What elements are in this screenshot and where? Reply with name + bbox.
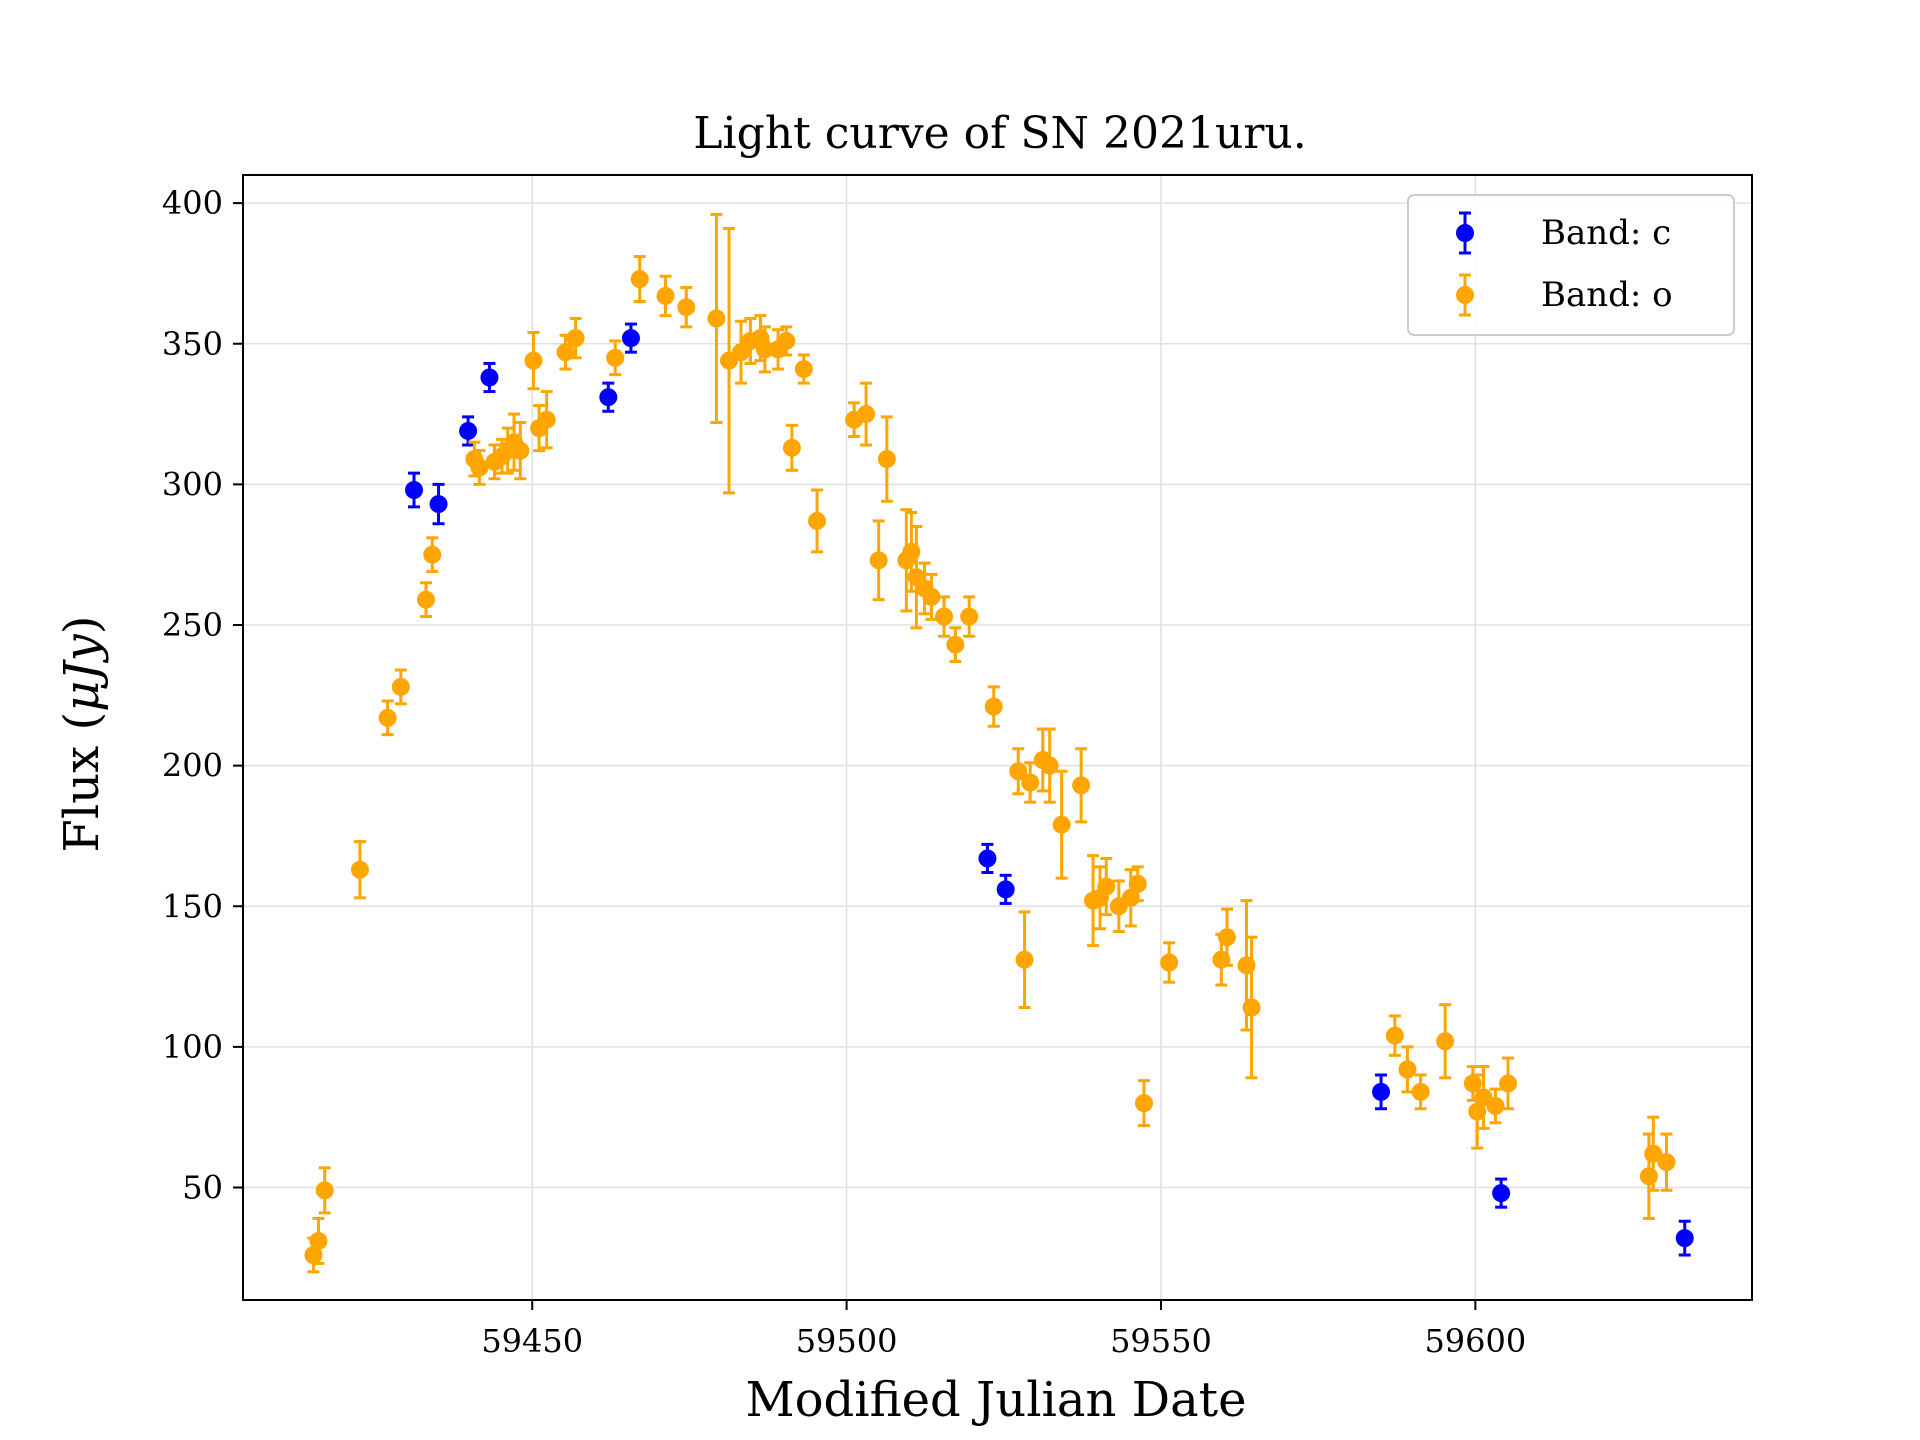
x-tick-label: 59600 — [1424, 1322, 1526, 1360]
data-point — [405, 481, 424, 499]
data-point — [1160, 953, 1179, 972]
series-band-o — [304, 212, 1676, 1274]
data-point — [599, 388, 618, 407]
data-point — [1134, 1094, 1153, 1113]
data-point — [1040, 756, 1059, 775]
data-point — [1385, 1026, 1404, 1045]
data-point — [459, 421, 478, 440]
data-point — [777, 331, 796, 350]
data-point — [978, 849, 997, 868]
legend-item-band-o: Band: o — [1456, 273, 1673, 317]
data-point — [1052, 815, 1071, 834]
data-point — [707, 309, 726, 328]
data-point — [996, 880, 1015, 899]
y-axis-label-unit: μJy — [54, 633, 110, 711]
y-tick-label: 350 — [162, 325, 223, 363]
y-tick-label: 100 — [162, 1028, 223, 1066]
data-point — [566, 329, 585, 348]
data-point — [378, 708, 397, 727]
data-point — [621, 329, 640, 348]
data-point — [794, 360, 813, 379]
data-point — [656, 286, 675, 305]
data-point — [1468, 1102, 1487, 1121]
data-point — [1492, 1184, 1511, 1203]
data-point — [470, 458, 489, 477]
data-point — [946, 635, 965, 654]
y-tick-label: 250 — [162, 606, 223, 644]
data-point — [429, 495, 448, 514]
chart-title: Light curve of SN 2021uru. — [693, 108, 1306, 159]
data-point — [1486, 1096, 1505, 1115]
data-point — [606, 348, 625, 367]
legend: Band: c Band: o — [1407, 194, 1735, 336]
data-point — [1121, 888, 1140, 907]
y-tick-label: 150 — [162, 887, 223, 925]
data-point — [1499, 1074, 1518, 1093]
y-tick-label: 400 — [162, 184, 223, 222]
data-point — [1021, 773, 1040, 792]
data-point — [1398, 1060, 1417, 1079]
data-point — [423, 545, 442, 564]
data-point — [960, 607, 979, 626]
data-point — [1675, 1229, 1694, 1248]
data-point — [630, 270, 649, 289]
data-point — [1436, 1032, 1455, 1051]
data-point — [1217, 928, 1236, 947]
data-point — [984, 697, 1003, 716]
data-point — [1097, 877, 1116, 896]
axis-ticks: 59450 59500 59550 59600 50 100 150 200 250 300 350… — [162, 184, 1526, 1360]
data-point — [935, 607, 954, 626]
data-point — [1644, 1144, 1663, 1163]
legend-item-band-c: Band: c — [1456, 211, 1671, 255]
data-point — [1015, 950, 1034, 969]
legend-label: Band: o — [1541, 275, 1673, 315]
x-tick-label: 59450 — [481, 1322, 583, 1360]
legend-box — [1407, 194, 1735, 336]
data-point — [350, 860, 369, 879]
series-band-c — [405, 322, 1694, 1257]
data-point — [877, 450, 896, 469]
data-point — [782, 438, 801, 457]
y-tick-label: 300 — [162, 465, 223, 503]
data-point — [677, 298, 696, 317]
y-axis-label-close: ) — [54, 616, 110, 635]
data-point — [309, 1231, 328, 1250]
y-tick-label: 200 — [162, 747, 223, 785]
legend-marker — [1456, 286, 1474, 304]
y-axis-label: Flux (μJy) — [54, 616, 110, 853]
data-point — [315, 1181, 334, 1200]
data-point — [524, 351, 543, 370]
data-point — [755, 340, 774, 359]
grid-lines — [243, 175, 1752, 1300]
data-point — [1657, 1153, 1676, 1172]
data-points — [304, 212, 1694, 1274]
data-point — [1639, 1167, 1658, 1186]
data-point — [480, 368, 499, 387]
data-point — [1411, 1082, 1430, 1101]
data-point — [537, 410, 556, 429]
data-point — [869, 551, 888, 570]
x-axis-label: Modified Julian Date — [746, 1372, 1247, 1428]
plot-area-frame — [242, 174, 1753, 1301]
data-point — [1242, 998, 1261, 1017]
data-point — [1072, 776, 1091, 795]
data-point — [808, 511, 827, 530]
data-point — [391, 677, 410, 696]
y-axis-label-text: Flux ( — [54, 712, 110, 853]
data-point — [1009, 762, 1028, 781]
y-tick-label: 50 — [182, 1169, 223, 1207]
data-point — [1372, 1082, 1391, 1101]
legend-marker — [1456, 224, 1474, 242]
x-tick-label: 59550 — [1110, 1322, 1212, 1360]
data-point — [857, 405, 876, 424]
legend-label: Band: c — [1541, 213, 1671, 253]
x-tick-label: 59500 — [796, 1322, 898, 1360]
data-point — [1128, 874, 1147, 893]
data-point — [416, 590, 435, 609]
data-point — [922, 587, 941, 606]
data-point — [511, 441, 530, 460]
